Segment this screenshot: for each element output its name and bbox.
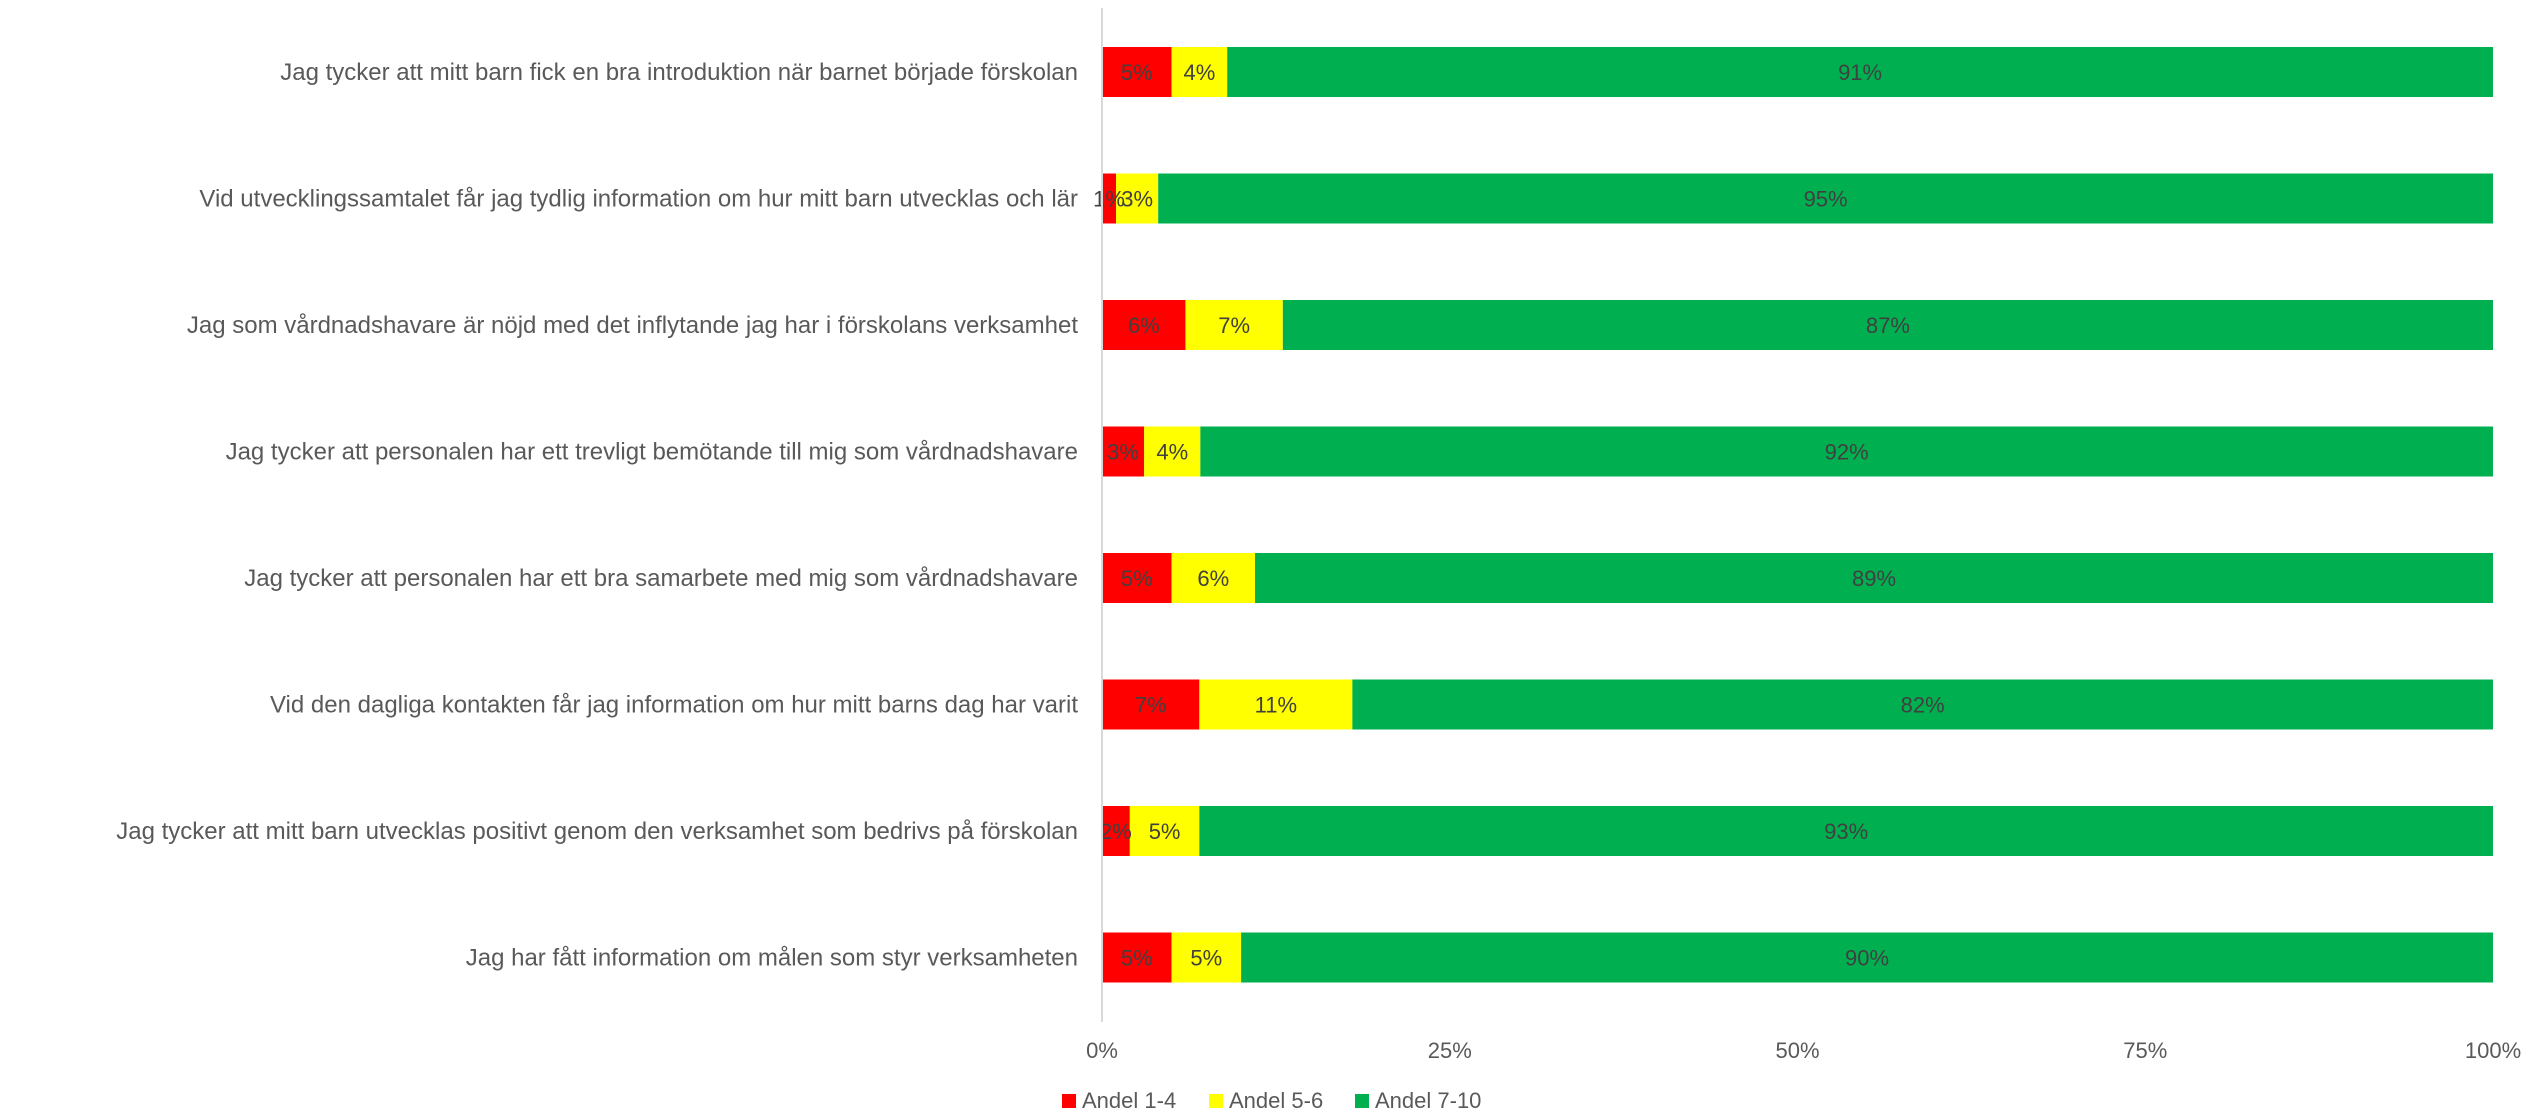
bar-data-label: 5% [1190, 946, 1222, 971]
bar-data-label: 1% [1093, 187, 1125, 212]
bar-segment [1282, 300, 2493, 350]
bar-segment [1171, 47, 1228, 97]
bar-segment [1241, 932, 2493, 983]
bar-segment [1102, 47, 1172, 97]
bar-data-label: 4% [1183, 60, 1215, 85]
bar-segment [1171, 553, 1256, 603]
bar-segment [1102, 300, 1186, 350]
bar-segment [1158, 173, 2493, 224]
category-label: Jag tycker att personalen har ett bra sa… [244, 565, 1078, 592]
bar-data-label: 91% [1838, 60, 1882, 85]
bar-data-label: 2% [1100, 819, 1132, 844]
x-tick-label: 100% [2465, 1038, 2521, 1063]
category-label: Jag som vårdnadshavare är nöjd med det i… [187, 312, 1078, 339]
category-label: Jag har fått information om målen som st… [466, 945, 1078, 972]
bar-data-label: 3% [1107, 440, 1139, 465]
bar-segment [1227, 47, 2493, 97]
bar-data-label: 4% [1156, 440, 1188, 465]
legend-label: Andel 5-6 [1229, 1088, 1323, 1113]
legend-swatch [1355, 1094, 1369, 1108]
category-labels-group: Jag tycker att mitt barn fick en bra int… [116, 59, 1078, 972]
category-label: Jag tycker att mitt barn utvecklas posit… [116, 818, 1078, 845]
bar-segment [1116, 173, 1159, 224]
bar-data-label: 11% [1255, 693, 1297, 718]
bar-data-label: 5% [1121, 946, 1153, 971]
bar-segment [1352, 679, 2493, 730]
bar-data-label: 7% [1135, 693, 1167, 718]
bar-data-label: 95% [1804, 187, 1848, 212]
x-tick-labels-group: 0% 25% 50% 75% 100% [1086, 1038, 2521, 1063]
bar-data-label: 6% [1197, 566, 1229, 591]
x-tick-label: 50% [1775, 1038, 1819, 1063]
bar-data-label: 90% [1845, 946, 1889, 971]
category-label: Jag tycker att personalen har ett trevli… [226, 439, 1078, 466]
bar-segment [1102, 173, 1117, 224]
bar-segment [1185, 300, 1283, 350]
bar-labels-group: 5% 4% 91%1%3% 95%6% 7% 87%3% 4% 92%5% 6% 89%7% 11%… [1093, 60, 1945, 971]
category-label: Jag tycker att mitt barn fick en bra int… [280, 59, 1078, 86]
bar-segment [1199, 806, 2493, 856]
legend-label: Andel 1-4 [1082, 1088, 1176, 1113]
bar-data-label: 5% [1121, 566, 1153, 591]
x-tick-label: 25% [1428, 1038, 1472, 1063]
bar-data-label: 87% [1866, 313, 1910, 338]
category-label: Vid den dagliga kontakten får jag inform… [270, 692, 1078, 719]
bar-data-label: 3% [1121, 187, 1153, 212]
bar-data-label: 7% [1218, 313, 1250, 338]
bar-segment [1102, 426, 1145, 477]
bar-segment [1171, 932, 1242, 983]
bar-data-label: 5% [1149, 819, 1181, 844]
bar-data-label: 5% [1121, 60, 1153, 85]
legend: Andel 1-4 Andel 5-6 Andel 7-10 [1062, 1088, 1481, 1113]
legend-label: Andel 7-10 [1375, 1088, 1481, 1113]
category-label: Vid utvecklingssamtalet får jag tydlig i… [199, 186, 1078, 213]
bar-segment [1199, 679, 1353, 730]
bar-segment [1129, 806, 1200, 856]
bar-segment [1102, 932, 1172, 983]
bar-segment [1102, 553, 1172, 603]
x-tick-label: 0% [1086, 1038, 1118, 1063]
bar-segment [1102, 679, 1200, 730]
bar-segment [1200, 426, 2493, 477]
bar-data-label: 6% [1128, 313, 1160, 338]
bar-segment [1144, 426, 1201, 477]
bar-segment [1255, 553, 2493, 603]
bar-segment [1102, 806, 1130, 856]
x-tick-label: 75% [2123, 1038, 2167, 1063]
bar-data-label: 93% [1824, 819, 1868, 844]
legend-swatch [1209, 1094, 1223, 1108]
bar-data-label: 92% [1825, 440, 1869, 465]
legend-swatch [1062, 1094, 1076, 1108]
bar-data-label: 82% [1901, 693, 1945, 718]
bars-group [1102, 47, 2493, 983]
bar-data-label: 89% [1852, 566, 1896, 591]
